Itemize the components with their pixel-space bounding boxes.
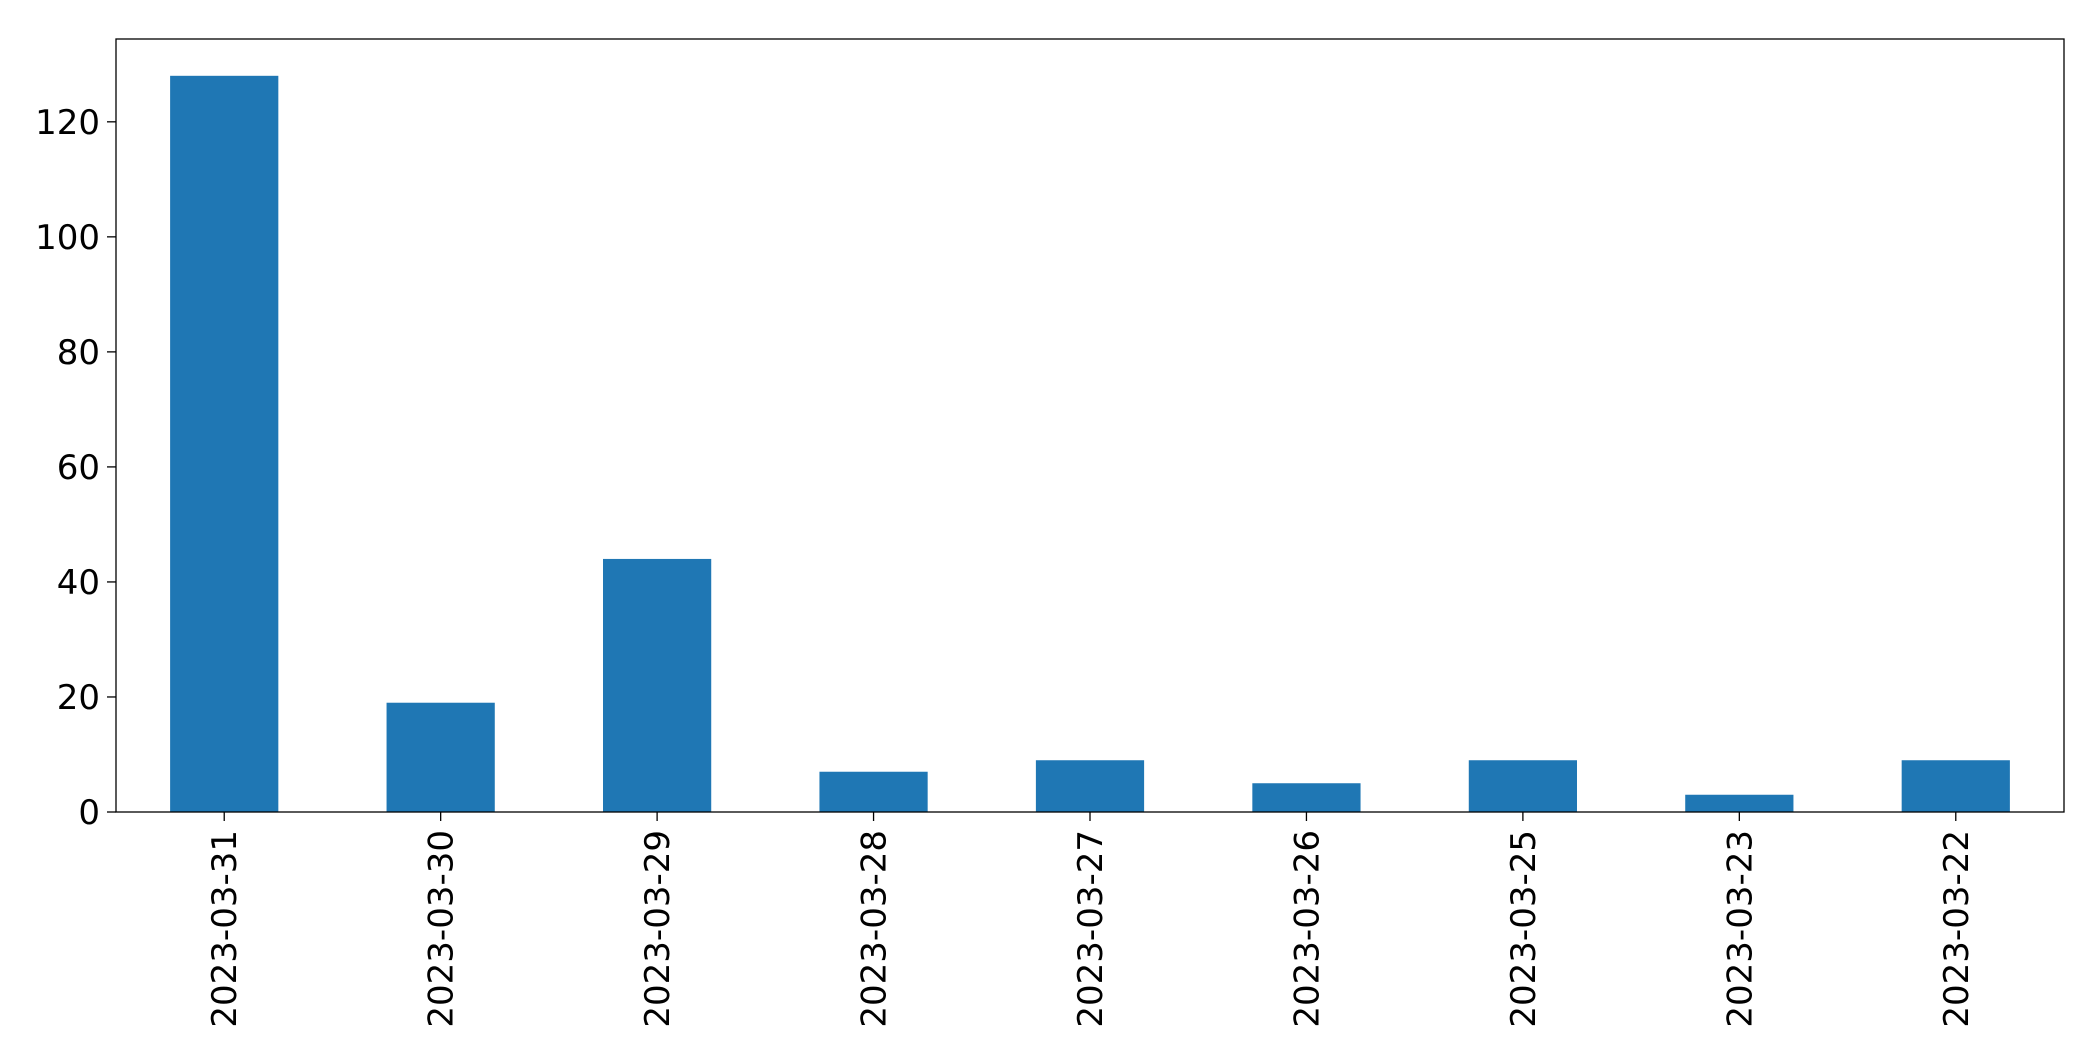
bars [170,75,2010,813]
x-tick-label: 2023-03-26 [1287,830,1327,1028]
y-tick-label: 40 [57,563,100,603]
x-tick-label: 2023-03-27 [1071,830,1111,1028]
x-tick-label: 2023-03-22 [1937,830,1977,1028]
x-tick-label: 2023-03-28 [855,830,895,1028]
x-tick-label: 2023-03-29 [638,830,678,1028]
bar-2023-03-30 [386,702,495,812]
y-tick-label: 0 [78,793,100,833]
x-tick-label: 2023-03-30 [422,830,462,1028]
y-tick-label: 80 [57,333,100,373]
y-axis-ticks: 0 20 40 60 80 100 120 [35,103,116,833]
x-tick-label: 2023-03-31 [205,830,245,1028]
bar-2023-03-23 [1685,794,1794,812]
bar-2023-03-28 [819,771,928,812]
bar-2023-03-29 [603,558,712,812]
y-tick-label: 120 [35,103,100,143]
bar-2023-03-22 [1901,760,2010,812]
bar-2023-03-27 [1035,760,1145,812]
x-tick-label: 2023-03-25 [1504,830,1544,1028]
x-axis-ticks: 2023-03-31 2023-03-30 2023-03-29 2023-03-28… [205,812,1977,1028]
bar-2023-03-25 [1468,760,1577,812]
x-tick-label: 2023-03-23 [1720,830,1760,1028]
plot-area-frame [115,38,2065,813]
y-tick-label: 60 [57,448,100,488]
y-tick-label: 20 [57,678,100,718]
y-tick-label: 100 [35,218,100,258]
bar-2023-03-31 [170,75,279,813]
bar-2023-03-26 [1252,783,1361,812]
